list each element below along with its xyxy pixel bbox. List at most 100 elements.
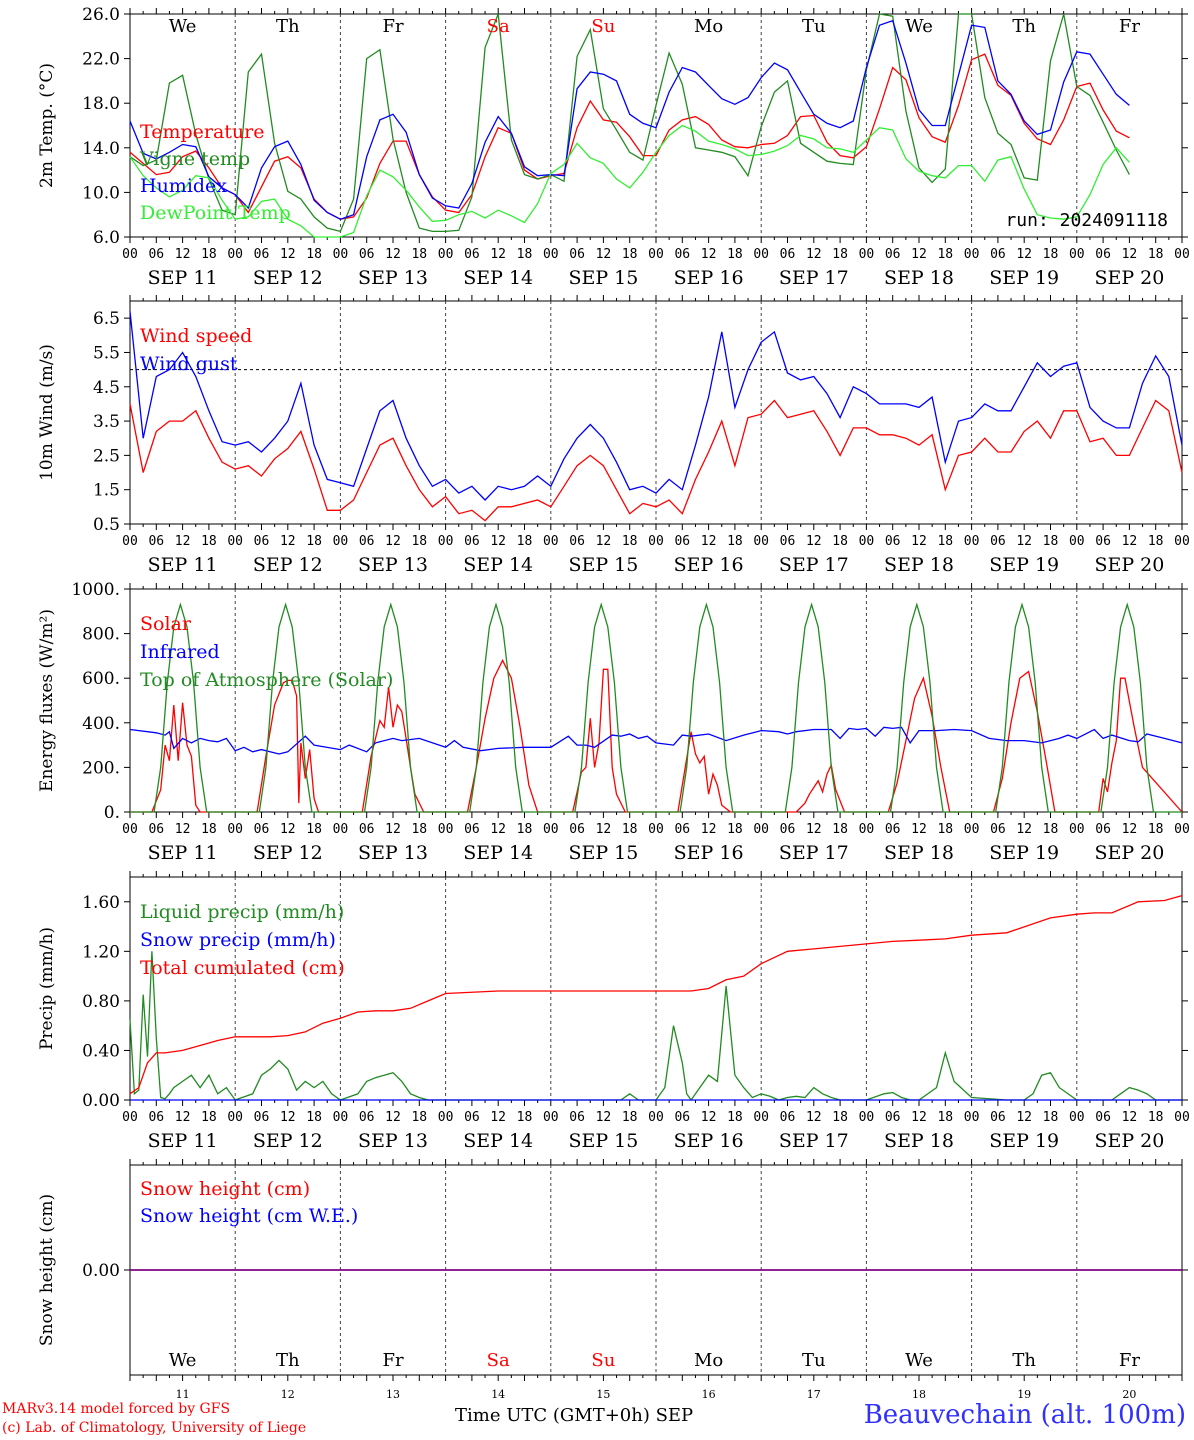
hour-label: 12	[806, 1110, 822, 1125]
hour-label: 00	[964, 534, 980, 549]
date-label: SEP 11	[148, 842, 218, 864]
hour-label: 06	[464, 822, 480, 837]
legend-entry: Liquid precip (mm/h)	[140, 901, 344, 923]
legend-entry: Top of Atmosphere (Solar)	[140, 669, 393, 691]
date-label: SEP 13	[358, 1130, 428, 1152]
legend-entry: Humidex	[140, 175, 227, 197]
hour-label: 06	[148, 822, 164, 837]
hour-label: 00	[122, 822, 138, 837]
y-axis-label: Energy fluxes (W/m²)	[37, 609, 57, 792]
date-label: SEP 12	[253, 554, 323, 576]
hour-label: 06	[464, 1110, 480, 1125]
hour-label: 06	[885, 534, 901, 549]
y-tick-label: 200.	[82, 758, 120, 778]
y-tick-label: 400.	[82, 714, 120, 734]
date-label: SEP 14	[463, 267, 533, 289]
hour-label: 00	[122, 534, 138, 549]
hour-label: 12	[1016, 534, 1032, 549]
date-label: SEP 18	[884, 842, 954, 864]
date-label: SEP 19	[989, 842, 1059, 864]
hour-label: 06	[148, 247, 164, 262]
hour-label: 06	[885, 247, 901, 262]
day-number-label: 20	[1122, 1388, 1136, 1401]
hour-label: 12	[490, 534, 506, 549]
hour-label: 00	[1069, 247, 1085, 262]
hour-label: 00	[1069, 822, 1085, 837]
date-label: SEP 20	[1094, 842, 1164, 864]
date-label: SEP 12	[253, 267, 323, 289]
hour-label: 06	[254, 822, 270, 837]
hour-label: 00	[1069, 534, 1085, 549]
series-line	[129, 894, 1183, 1095]
hour-label: 12	[1122, 247, 1138, 262]
date-label: SEP 16	[674, 1130, 744, 1152]
legend-entry: Wind gust	[140, 353, 238, 375]
date-label: SEP 13	[358, 842, 428, 864]
date-label: SEP 19	[989, 554, 1059, 576]
hour-label: 18	[937, 1110, 953, 1125]
day-name-label: Th	[1012, 16, 1036, 37]
hour-label: 06	[885, 1110, 901, 1125]
hour-label: 12	[911, 822, 927, 837]
hour-label: 00	[648, 822, 664, 837]
date-label: SEP 18	[884, 554, 954, 576]
y-tick-label: 0.80	[82, 992, 120, 1012]
date-label: SEP 11	[148, 267, 218, 289]
hour-label: 06	[1095, 1110, 1111, 1125]
hour-label: 00	[543, 1110, 559, 1125]
hour-label: 00	[543, 822, 559, 837]
day-name-label: We	[905, 16, 933, 37]
hour-label: 06	[254, 1110, 270, 1125]
hour-label: 06	[780, 822, 796, 837]
day-number-label: 11	[176, 1388, 190, 1401]
series-line	[129, 19, 1130, 220]
y-tick-label: 18.0	[82, 94, 120, 114]
hour-label: 12	[806, 247, 822, 262]
hour-label: 18	[727, 822, 743, 837]
series-line	[129, 124, 1130, 238]
hour-label: 18	[306, 822, 322, 837]
hour-label: 00	[859, 534, 875, 549]
hour-label: 06	[359, 1110, 375, 1125]
hour-label: 18	[1148, 1110, 1164, 1125]
date-label: SEP 12	[253, 1130, 323, 1152]
y-tick-label: 0.00	[82, 1261, 120, 1281]
day-name-label: Mo	[694, 1350, 723, 1371]
plot-frame	[129, 300, 1183, 525]
hour-label: 12	[385, 822, 401, 837]
hour-label: 12	[175, 822, 191, 837]
hour-label: 12	[280, 1110, 296, 1125]
hour-label: 18	[622, 247, 638, 262]
hour-label: 18	[832, 1110, 848, 1125]
hour-label: 00	[543, 534, 559, 549]
hour-label: 18	[622, 822, 638, 837]
hour-label: 00	[438, 534, 454, 549]
hour-label: 18	[937, 247, 953, 262]
hour-label: 06	[569, 534, 585, 549]
date-label: SEP 14	[463, 554, 533, 576]
hour-label: 12	[280, 822, 296, 837]
hour-label: 12	[175, 247, 191, 262]
y-tick-label: 5.5	[93, 343, 120, 363]
hour-label: 12	[596, 1110, 612, 1125]
hour-label: 18	[517, 822, 533, 837]
hour-label: 12	[175, 534, 191, 549]
hour-label: 18	[201, 1110, 217, 1125]
y-tick-label: 1.60	[82, 893, 120, 913]
y-tick-label: 1.20	[82, 942, 120, 962]
day-name-label: Tu	[802, 16, 826, 37]
hour-label: 00	[1174, 534, 1190, 549]
day-name-label: Sa	[487, 16, 510, 37]
hour-label: 12	[280, 247, 296, 262]
y-tick-label: 0.	[104, 803, 120, 823]
day-number-label: 14	[491, 1388, 505, 1401]
hour-label: 06	[359, 822, 375, 837]
hour-label: 18	[1148, 534, 1164, 549]
hour-label: 06	[569, 247, 585, 262]
hour-label: 12	[1122, 1110, 1138, 1125]
plot-frame	[129, 588, 1183, 813]
hour-label: 18	[517, 1110, 533, 1125]
date-label: SEP 20	[1094, 554, 1164, 576]
hour-label: 00	[333, 534, 349, 549]
hour-label: 18	[832, 247, 848, 262]
